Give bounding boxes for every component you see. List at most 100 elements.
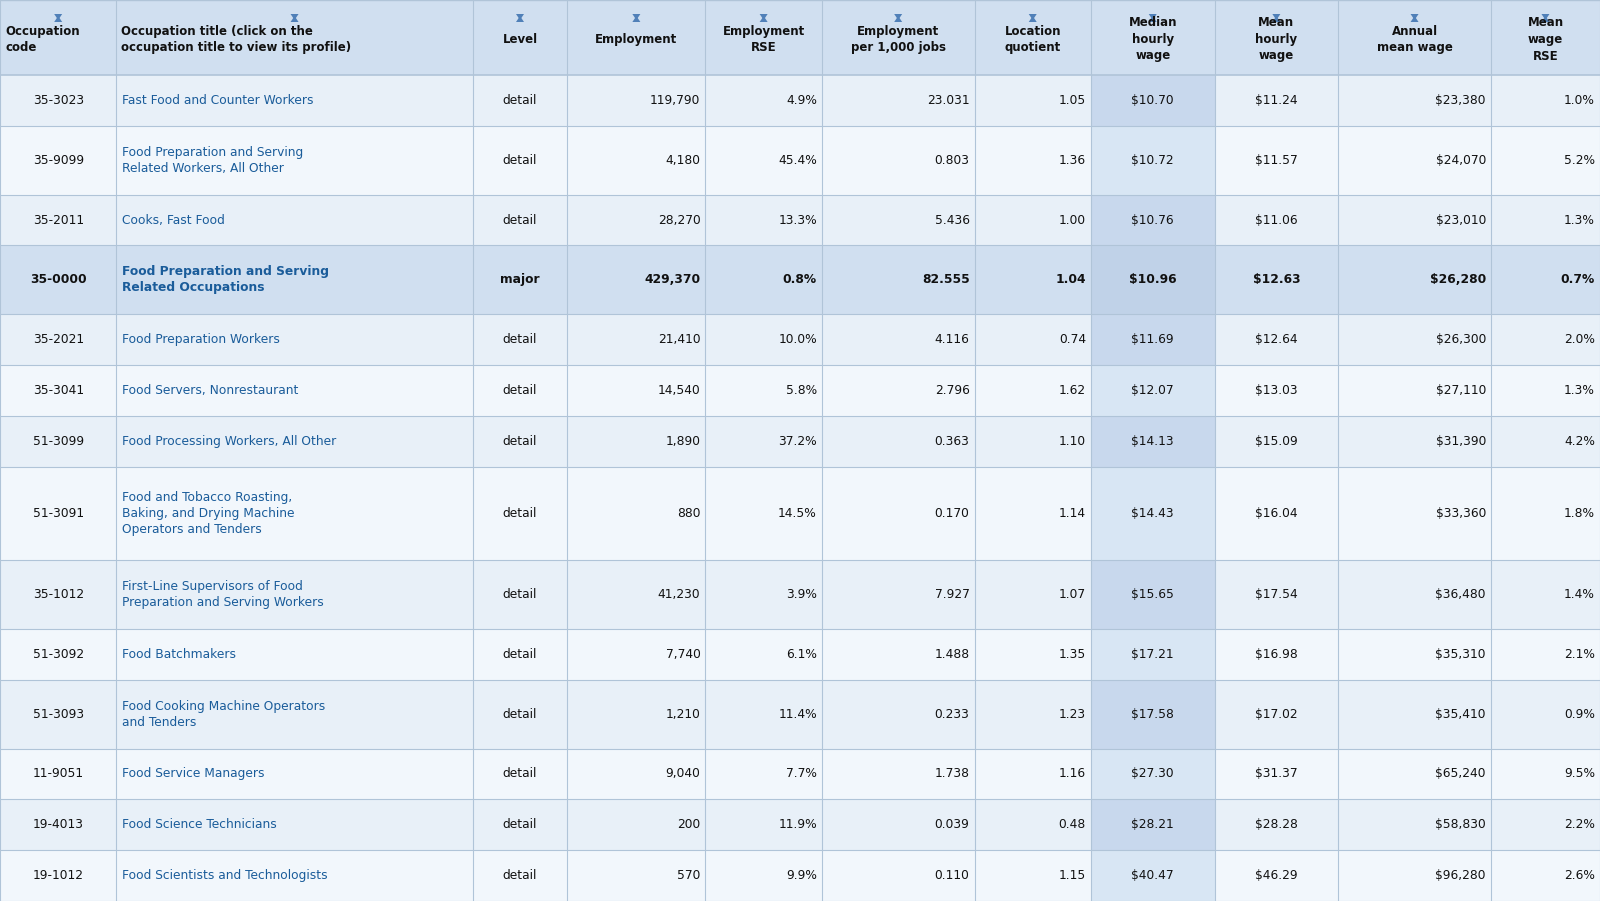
Text: Food Servers, Nonrestaurant: Food Servers, Nonrestaurant [122,384,299,397]
Text: 45.4%: 45.4% [778,154,818,167]
Text: 28,270: 28,270 [658,214,701,226]
Text: 11.4%: 11.4% [778,707,818,721]
Bar [1091,629,1214,679]
Text: 1.8%: 1.8% [1565,507,1595,520]
Text: 4.9%: 4.9% [786,94,818,107]
Text: 1.3%: 1.3% [1565,384,1595,397]
Text: Cooks, Fast Food: Cooks, Fast Food [122,214,226,226]
Text: 0.363: 0.363 [934,435,970,448]
Text: 1.05: 1.05 [1059,94,1086,107]
Polygon shape [1029,16,1037,22]
Text: detail: detail [502,435,538,448]
Text: 200: 200 [677,818,701,832]
Text: $10.72: $10.72 [1131,154,1174,167]
Text: 1.07: 1.07 [1059,588,1086,601]
Text: 35-3041: 35-3041 [32,384,83,397]
Text: $15.65: $15.65 [1131,588,1174,601]
Bar [1091,126,1214,195]
Text: 5.8%: 5.8% [786,384,818,397]
Text: 0.48: 0.48 [1059,818,1086,832]
Text: 35-1012: 35-1012 [32,588,83,601]
Text: 0.233: 0.233 [934,707,970,721]
Text: 1.488: 1.488 [934,648,970,660]
Bar [0,560,1600,629]
Text: $10.76: $10.76 [1131,214,1174,226]
Text: 1.04: 1.04 [1056,273,1086,287]
Polygon shape [515,16,525,22]
Text: $65,240: $65,240 [1435,768,1486,780]
Text: 51-3093: 51-3093 [32,707,83,721]
Text: 82.555: 82.555 [922,273,970,287]
Polygon shape [632,16,640,22]
Bar [1091,314,1214,365]
Text: Food Preparation Workers: Food Preparation Workers [122,333,280,346]
Text: 5.436: 5.436 [934,214,970,226]
Polygon shape [1272,16,1280,22]
Text: Food Processing Workers, All Other: Food Processing Workers, All Other [122,435,336,448]
Text: 51-3091: 51-3091 [32,507,83,520]
Polygon shape [760,16,768,22]
Text: $17.58: $17.58 [1131,707,1174,721]
Text: Occupation
code: Occupation code [5,24,80,54]
Text: 1.0%: 1.0% [1565,94,1595,107]
Text: $15.09: $15.09 [1254,435,1298,448]
Text: 11-9051: 11-9051 [32,768,83,780]
Bar [1091,245,1214,314]
Text: $33,360: $33,360 [1435,507,1486,520]
Bar [1091,749,1214,799]
Text: 1.36: 1.36 [1059,154,1086,167]
Text: 880: 880 [677,507,701,520]
Text: $27.30: $27.30 [1131,768,1174,780]
Text: detail: detail [502,648,538,660]
Text: detail: detail [502,384,538,397]
Text: 2.1%: 2.1% [1565,648,1595,660]
Text: 7,740: 7,740 [666,648,701,660]
Text: 1,210: 1,210 [666,707,701,721]
Text: $40.47: $40.47 [1131,869,1174,882]
Text: Occupation title (click on the
occupation title to view its profile): Occupation title (click on the occupatio… [122,24,352,54]
Polygon shape [1541,14,1549,20]
Text: Food Preparation and Serving
Related Occupations: Food Preparation and Serving Related Occ… [122,266,330,295]
Text: $16.98: $16.98 [1254,648,1298,660]
Text: Employment
RSE: Employment RSE [723,24,805,54]
Text: Mean
hourly
wage: Mean hourly wage [1256,16,1298,62]
Polygon shape [291,14,299,20]
Text: $96,280: $96,280 [1435,869,1486,882]
Polygon shape [760,14,768,20]
Text: detail: detail [502,214,538,226]
Text: 35-3023: 35-3023 [32,94,83,107]
Text: $12.63: $12.63 [1253,273,1301,287]
Text: Median
hourly
wage: Median hourly wage [1128,16,1178,62]
Text: $17.54: $17.54 [1254,588,1298,601]
Bar [0,749,1600,799]
Text: Level: Level [502,33,538,46]
Bar [0,245,1600,314]
Text: 0.110: 0.110 [934,869,970,882]
Text: 21,410: 21,410 [658,333,701,346]
Bar [0,679,1600,749]
Text: detail: detail [502,154,538,167]
Text: $31.37: $31.37 [1254,768,1298,780]
Text: First-Line Supervisors of Food
Preparation and Serving Workers: First-Line Supervisors of Food Preparati… [122,580,325,609]
Text: 13.3%: 13.3% [778,214,818,226]
Text: 19-1012: 19-1012 [32,869,83,882]
Polygon shape [1149,14,1157,20]
Text: detail: detail [502,707,538,721]
Text: 4,180: 4,180 [666,154,701,167]
Text: detail: detail [502,869,538,882]
Text: $10.96: $10.96 [1130,273,1176,287]
Text: $28.21: $28.21 [1131,818,1174,832]
Text: detail: detail [502,818,538,832]
Text: Mean
wage
RSE: Mean wage RSE [1528,16,1563,62]
Text: 51-3092: 51-3092 [32,648,83,660]
Text: $58,830: $58,830 [1435,818,1486,832]
Text: 6.1%: 6.1% [786,648,818,660]
Text: 0.803: 0.803 [934,154,970,167]
Text: $17.21: $17.21 [1131,648,1174,660]
Text: 19-4013: 19-4013 [32,818,83,832]
Text: $36,480: $36,480 [1435,588,1486,601]
Text: Fast Food and Counter Workers: Fast Food and Counter Workers [122,94,314,107]
Text: Annual
mean wage: Annual mean wage [1376,24,1453,54]
Text: 0.8%: 0.8% [782,273,818,287]
Text: detail: detail [502,588,538,601]
